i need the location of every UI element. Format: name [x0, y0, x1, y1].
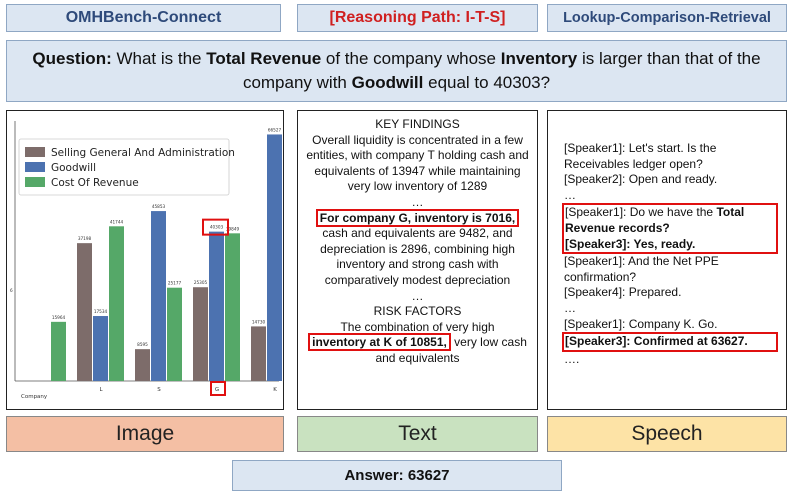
- question-bold-total-revenue: Total Revenue: [206, 49, 322, 68]
- bar-S-0: [135, 349, 150, 381]
- question-text: equal to 40303?: [423, 73, 551, 92]
- speech-ellipsis: …: [564, 187, 576, 202]
- speech-line: [Speaker1]: Company K. Go.: [564, 316, 718, 331]
- speech-line: [Speaker4]: Prepared.: [564, 285, 682, 300]
- bar-chart: 15964 37198 17534 41744 L 8595 45853 25177 S 2530…: [10, 121, 298, 400]
- data-label: 37198: [78, 236, 92, 241]
- data-label: 40303: [210, 225, 224, 230]
- modality-text-label: Text: [297, 416, 538, 452]
- ellipsis: …: [411, 288, 424, 303]
- question-text: of the company whose: [321, 49, 501, 68]
- reasoning-path-label: [Reasoning Path: I-T-S]: [297, 4, 538, 32]
- data-label: 8595: [137, 342, 148, 347]
- data-label: 25177: [168, 281, 182, 286]
- bar-G-2: [225, 233, 240, 381]
- paragraph: very low cash and equivalents: [375, 335, 527, 365]
- data-label: 17534: [94, 309, 108, 314]
- question-bold-inventory: Inventory: [500, 49, 578, 68]
- text-document: KEY FINDINGS Overall liquidity is concen…: [304, 117, 531, 367]
- speech-line: [Speaker1]: And the Net PPE confirmation…: [564, 254, 719, 284]
- bar-K-1: [267, 134, 282, 381]
- speech-panel: [Speaker1]: Let's start. Is the Receivab…: [547, 110, 787, 410]
- legend-swatch: [25, 177, 45, 187]
- x-tick-label: S: [157, 387, 161, 393]
- data-label: 41744: [110, 219, 124, 224]
- bar-G-1: [209, 231, 224, 381]
- x-tick-label: G: [215, 387, 219, 393]
- data-label: 14730: [252, 319, 266, 324]
- highlight-category-g: [210, 381, 226, 396]
- highlight-confirmed-value: [Speaker3]: Confirmed at 63627.: [562, 332, 778, 352]
- heading-key-findings: KEY FINDINGS: [375, 117, 460, 131]
- bar-L-1: [93, 316, 108, 381]
- data-label: 25305: [194, 280, 208, 285]
- bar-S-1: [151, 211, 166, 381]
- data-label: 15964: [52, 315, 66, 320]
- highlight-total-revenue-exchange: [Speaker1]: Do we have the Total Revenue…: [562, 203, 778, 255]
- data-label: 45853: [152, 204, 166, 209]
- task-type-label: Lookup-Comparison-Retrieval: [547, 4, 787, 32]
- answer-box: Answer: 63627: [232, 460, 562, 491]
- speech-line: [Speaker1]: Let's start. Is the Receivab…: [564, 141, 717, 171]
- bar-L-0: [77, 243, 92, 381]
- x-tick-label: L: [99, 387, 103, 393]
- legend-swatch: [25, 147, 45, 157]
- legend-box: [18, 138, 230, 196]
- speech-line: [Speaker2]: Open and ready.: [564, 172, 718, 187]
- data-label-partial: 6: [10, 288, 13, 293]
- question-text: What is the: [111, 49, 207, 68]
- legend-label: Goodwill: [51, 162, 96, 174]
- highlight-goodwill-label: [202, 218, 229, 236]
- speech-ellipsis: ….: [564, 351, 580, 366]
- modality-speech-label: Speech: [547, 416, 787, 452]
- speech-line: [Speaker1]: Do we have the: [565, 205, 717, 220]
- bar-L-2: [109, 226, 124, 381]
- speech-line: [Speaker3]: Yes, ready.: [565, 236, 696, 251]
- bar-first-2: [51, 321, 66, 381]
- bar-S-2: [167, 287, 182, 381]
- data-label: 66527: [268, 127, 282, 132]
- modality-image-label: Image: [6, 416, 284, 452]
- question-bold-goodwill: Goodwill: [351, 73, 424, 92]
- speech-transcript: [Speaker1]: Let's start. Is the Receivab…: [562, 141, 780, 367]
- question-label: Question:: [32, 49, 112, 68]
- highlight-inventory-g: For company G, inventory is 7016,: [315, 208, 520, 227]
- speech-bold: Total Revenue records?: [565, 205, 745, 235]
- bar-G-0: [193, 287, 208, 381]
- paragraph: Overall liquidity is concentrated in a f…: [306, 132, 529, 194]
- data-label: 39849: [226, 226, 240, 231]
- question-box: Question: What is the Total Revenue of t…: [6, 40, 787, 102]
- legend-swatch: [25, 162, 45, 172]
- legend-label: Selling General And Administration: [51, 147, 235, 159]
- question-text: is larger than that of the company with: [242, 49, 761, 92]
- paragraph: The combination of very high: [340, 319, 495, 334]
- paragraph: cash and equivalents are 9482, and depre…: [320, 226, 515, 287]
- x-axis-label: Company: [21, 394, 48, 400]
- speech-ellipsis: …: [564, 300, 576, 315]
- text-panel: KEY FINDINGS Overall liquidity is concen…: [297, 110, 538, 410]
- ellipsis: …: [411, 194, 424, 209]
- legend-label: Cost Of Revenue: [51, 177, 139, 189]
- heading-risk-factors: RISK FACTORS: [373, 304, 462, 319]
- x-tick-label: K: [273, 387, 277, 393]
- image-panel: 15964 37198 17534 41744 L 8595 45853 25177 S 2530…: [6, 110, 298, 410]
- bar-K-0: [251, 326, 266, 381]
- benchmark-title: OMHBench-Connect: [6, 4, 281, 32]
- highlight-inventory-k: inventory at K of 10851,: [308, 333, 451, 352]
